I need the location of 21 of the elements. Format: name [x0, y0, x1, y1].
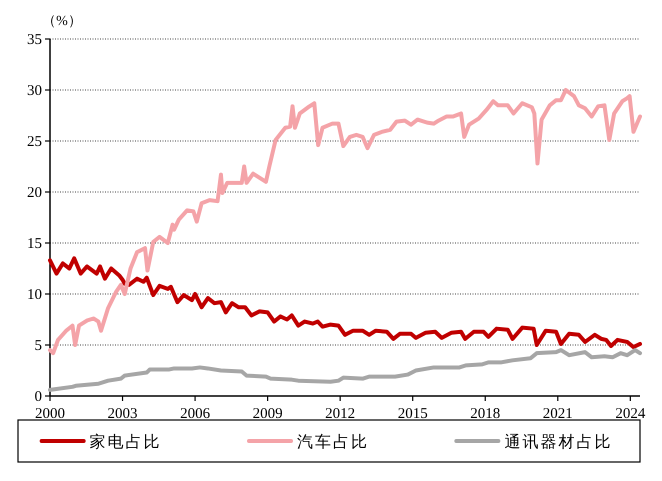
- x-tick-label: 2006: [180, 406, 211, 422]
- x-tick-label: 2018: [470, 406, 500, 422]
- y-tick-label: 20: [27, 185, 42, 201]
- y-tick-label: 25: [27, 134, 42, 150]
- y-tick-label: 10: [27, 287, 42, 303]
- y-tick-label: 30: [27, 83, 42, 99]
- y-tick-label: 5: [34, 338, 42, 354]
- y-tick-label: 0: [34, 389, 42, 405]
- x-tick-label: 2015: [398, 406, 428, 422]
- x-tick-label: 2009: [252, 406, 283, 422]
- x-tick-label: 2000: [35, 406, 65, 422]
- legend-label: 家电占比: [90, 433, 162, 451]
- x-tick-label: 2012: [325, 406, 356, 422]
- y-axis-title: （%）: [42, 14, 82, 29]
- legend-label: 通讯器材占比: [504, 433, 612, 451]
- legend-label: 汽车占比: [297, 433, 369, 451]
- y-tick-label: 35: [27, 32, 42, 48]
- x-tick-label: 2003: [108, 406, 138, 422]
- x-tick-label: 2024: [615, 406, 646, 422]
- x-tick-label: 2021: [542, 406, 573, 422]
- y-tick-label: 15: [27, 236, 42, 252]
